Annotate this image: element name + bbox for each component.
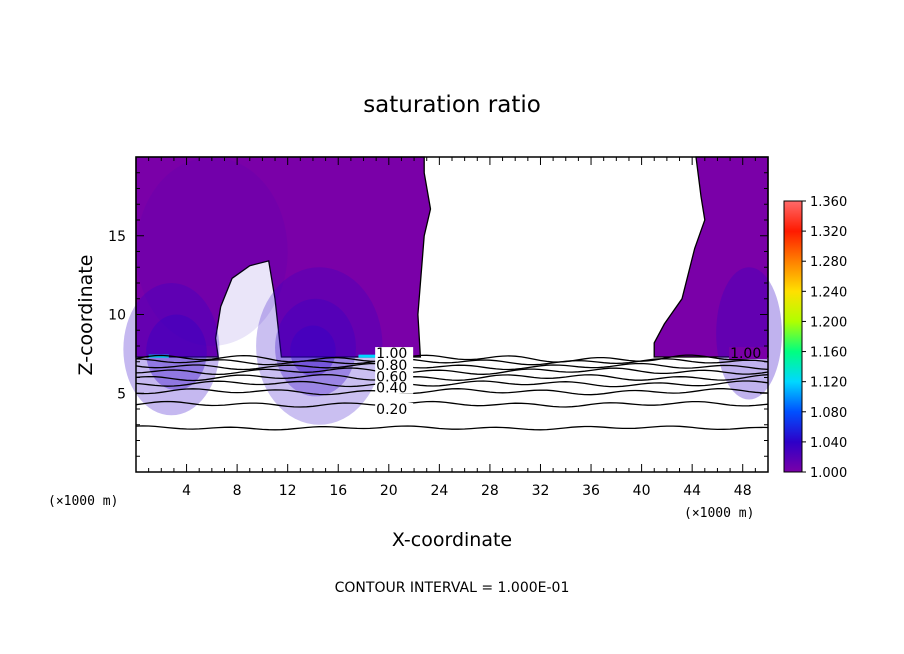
colorbar-tick-label: 1.120 [810, 376, 847, 391]
y-axis-ticks: 5 10 15 [108, 172, 768, 457]
shade-left-outer [123, 283, 220, 416]
z-unit-label: (×1000 m) [48, 494, 118, 509]
x-axis-label: X-coordinate [392, 529, 512, 551]
colorbar-tick-label: 1.160 [810, 346, 847, 361]
contour-line [135, 425, 769, 431]
region-left-center [135, 156, 432, 358]
colorbar-tick-label: 1.200 [810, 315, 847, 330]
contour-lines [135, 354, 769, 431]
colorbar-tick-label: 1.320 [810, 225, 847, 240]
x-tick-label: 16 [329, 483, 347, 499]
contour-label-bg [375, 358, 414, 371]
contour-label: 1.00 [376, 346, 407, 362]
shade-center-inner [290, 325, 336, 376]
contour-label: 1.00 [730, 346, 761, 362]
contour-label: 0.60 [376, 370, 407, 386]
x-tick-label: 8 [233, 483, 242, 499]
contour-line [135, 380, 769, 388]
contour-labels: 1.000.800.600.400.201.00 [375, 346, 768, 418]
x-tick-label: 4 [182, 483, 191, 499]
colorbar-scale [783, 200, 803, 473]
contour-line [135, 367, 769, 376]
colorbar-tick-label: 1.040 [810, 436, 847, 451]
contour-line [135, 358, 769, 366]
colorbar-tick-label: 1.360 [810, 195, 847, 210]
x-tick-label: 32 [532, 483, 550, 499]
x-tick-label: 36 [582, 483, 600, 499]
x-tick-label: 40 [633, 483, 651, 499]
shade-center-outer [256, 267, 383, 425]
x-tick-label: 24 [430, 483, 448, 499]
contour-label-bg [375, 347, 414, 360]
x-tick-label: 20 [380, 483, 398, 499]
y-tick-label: 5 [117, 386, 126, 402]
contour-line [135, 388, 769, 396]
shade-right [716, 267, 782, 400]
x-tick-label: 44 [683, 483, 701, 499]
contour-line [135, 400, 769, 408]
contour-label: 0.40 [376, 381, 407, 397]
x-axis-ticks: 4 8 12 16 20 24 28 32 36 40 44 48 [148, 157, 756, 499]
contour-label-bg [375, 370, 414, 383]
colorbar-tick-label: 1.080 [810, 406, 847, 421]
contour-label: 0.80 [376, 358, 407, 374]
colorbar-tick-label: 1.240 [810, 285, 847, 300]
colorbar: 1.360 1.320 1.280 1.240 1.200 1.160 1.120 1.080… [783, 195, 847, 481]
y-axis-label: Z-coordinate [75, 255, 97, 376]
colorbar-tick-label: 1.000 [810, 466, 847, 481]
contour-line [135, 362, 769, 371]
contour-label-bg [375, 403, 414, 415]
contour-label-bg [729, 347, 768, 360]
contour-label: 0.20 [376, 402, 407, 418]
x-tick-label: 48 [734, 483, 752, 499]
contour-line [135, 373, 769, 382]
contour-label-bg [375, 381, 414, 394]
y-tick-label: 10 [108, 308, 126, 324]
x-tick-label: 12 [279, 483, 297, 499]
x-tick-label: 28 [481, 483, 499, 499]
shade-left-upper [136, 157, 288, 346]
chart-title: saturation ratio [363, 92, 541, 118]
x-unit-label: (×1000 m) [684, 506, 754, 521]
colorbar-tick-label: 1.280 [810, 255, 847, 270]
contour-interval-note: CONTOUR INTERVAL = 1.000E-01 [335, 580, 570, 596]
y-tick-label: 15 [108, 229, 126, 245]
